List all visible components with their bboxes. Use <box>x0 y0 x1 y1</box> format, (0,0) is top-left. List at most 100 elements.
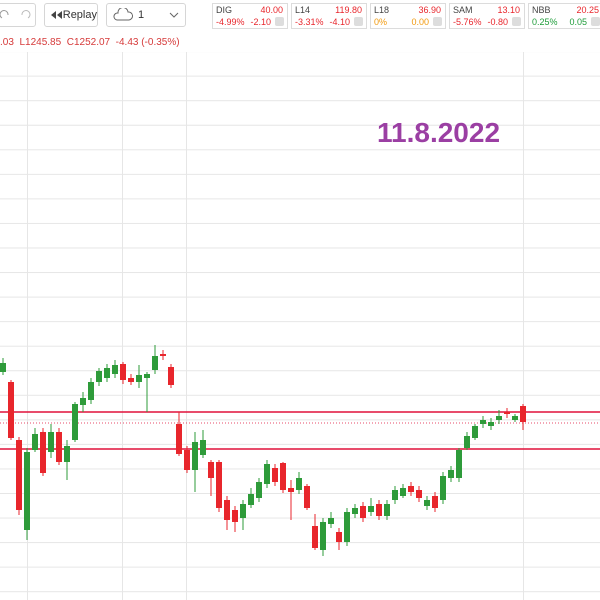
candle-body <box>32 434 38 450</box>
candle-body <box>0 363 6 372</box>
ticker-price: 13.10 <box>497 5 520 15</box>
candle-body <box>408 486 414 492</box>
interval-dropdown[interactable]: 1 <box>106 3 186 27</box>
candle-body <box>88 382 94 400</box>
edit-icon[interactable] <box>275 17 284 26</box>
candle-body <box>248 494 254 505</box>
cloud-icon <box>113 8 133 21</box>
candle-body <box>104 368 110 378</box>
ticker-change-pct: 0% <box>374 17 388 27</box>
edit-icon[interactable] <box>354 17 363 26</box>
candle-body <box>480 420 486 424</box>
ticker-change-pct: -5.76% <box>453 17 482 27</box>
candle-body <box>520 406 526 422</box>
candle-body <box>208 462 214 478</box>
replay-button[interactable]: Replay <box>44 3 98 27</box>
candle-body <box>328 518 334 524</box>
ohlc-legend: .03 L1245.85 C1252.07 -4.43 (-0.35%) <box>0 37 180 48</box>
candle-body <box>192 442 198 470</box>
candle-body <box>304 486 310 508</box>
edit-icon[interactable] <box>512 17 521 26</box>
candle-body <box>40 432 46 473</box>
ticker-tile[interactable]: L18 36.90 0% 0.00 <box>370 3 446 29</box>
candle-body <box>56 432 62 462</box>
interval-label: 1 <box>138 9 145 21</box>
undo-redo[interactable] <box>0 3 36 27</box>
candle-body <box>8 382 14 438</box>
candle-body <box>48 432 54 452</box>
candle-body <box>184 450 190 470</box>
candle-body <box>256 482 262 498</box>
ticker-price: 20.25 <box>576 5 599 15</box>
ticker-price: 36.90 <box>418 5 441 15</box>
ticker-change: 0.00 <box>411 17 429 27</box>
candle-body <box>120 364 126 380</box>
ticker-change: -4.10 <box>329 17 350 27</box>
ticker-tile[interactable]: L14 119.80 -3.31% -4.10 <box>291 3 367 29</box>
candle-body <box>128 378 134 382</box>
candle-body <box>152 356 158 370</box>
candle-body <box>80 398 86 405</box>
candle-body <box>440 476 446 500</box>
candle-body <box>16 440 22 510</box>
candle-body <box>240 504 246 518</box>
ticker-symbol: NBB <box>532 5 551 15</box>
candle-body <box>432 496 438 508</box>
candle-body <box>504 412 510 414</box>
candle-body <box>392 490 398 500</box>
candle-body <box>352 508 358 514</box>
ticker-tile[interactable]: DIG 40.00 -4.99% -2.10 <box>212 3 288 29</box>
grid <box>0 52 600 600</box>
candle-body <box>168 367 174 385</box>
candle-body <box>296 478 302 490</box>
candle-body <box>416 490 422 498</box>
candle-body <box>496 416 502 420</box>
candle-body <box>376 504 382 516</box>
candle-body <box>336 532 342 542</box>
edit-icon[interactable] <box>591 17 600 26</box>
toolbar: Replay 1 DIG 40.00 -4.99% -2.10 L14 119.80 -3.… <box>0 0 600 32</box>
candle-body <box>144 374 150 378</box>
candle-body <box>512 416 518 420</box>
candle-body <box>384 504 390 516</box>
ticker-tile[interactable]: SAM 13.10 -5.76% -0.80 <box>449 3 525 29</box>
candle-body <box>456 450 462 478</box>
candle-body <box>488 422 494 426</box>
ticker-change: -0.80 <box>487 17 508 27</box>
ticker-price: 119.80 <box>335 5 362 15</box>
ticker-change: 0.05 <box>569 17 587 27</box>
candle-body <box>160 354 166 356</box>
ticker-symbol: DIG <box>216 5 233 15</box>
candle-body <box>112 365 118 374</box>
candle-body <box>344 512 350 542</box>
candle-body <box>232 510 238 522</box>
candle-body <box>216 462 222 508</box>
candle-body <box>320 522 326 550</box>
edit-icon[interactable] <box>433 17 442 26</box>
candle-body <box>72 404 78 440</box>
ticker-price: 40.00 <box>260 5 283 15</box>
ticker-tile[interactable]: NBB 20.25 0.25% 0.05 <box>528 3 600 29</box>
ticker-symbol: L18 <box>374 5 390 15</box>
date-annotation: 11.8.2022 <box>377 117 501 148</box>
candle-body <box>264 464 270 484</box>
ticker-change-pct: -3.31% <box>295 17 324 27</box>
candle-body <box>64 446 70 462</box>
undo-redo-icons <box>0 10 31 19</box>
candle-body <box>424 500 430 506</box>
replay-icon <box>51 11 62 19</box>
candle-body <box>368 506 374 512</box>
replay-label: Replay <box>62 9 97 21</box>
candle-body <box>400 488 406 496</box>
candle-body <box>360 506 366 518</box>
candle-body <box>288 488 294 492</box>
candle-body <box>312 526 318 548</box>
chevron <box>169 12 179 18</box>
candle-body <box>136 375 142 382</box>
ticker-symbol: L14 <box>295 5 311 15</box>
candle-body <box>176 424 182 454</box>
candle-body <box>472 426 478 438</box>
candle-body <box>272 468 278 482</box>
candle-body <box>464 436 470 448</box>
